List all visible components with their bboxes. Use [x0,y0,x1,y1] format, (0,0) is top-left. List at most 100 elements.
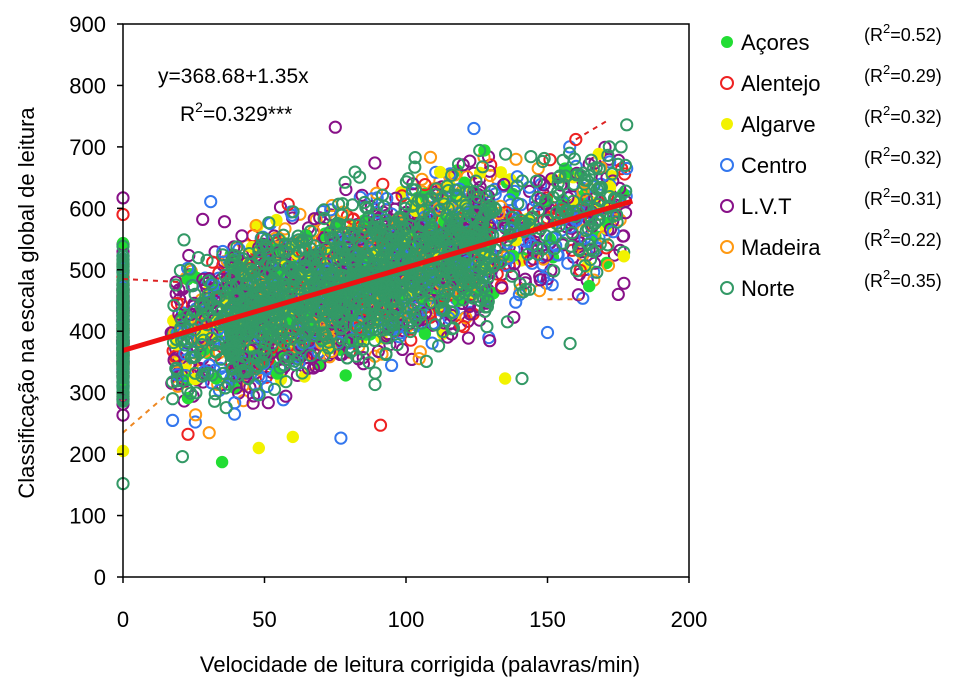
data-point-norte [216,248,230,262]
data-point-norte [441,201,455,215]
x-tick-label: 50 [252,607,276,632]
legend-r2: (R2=0.31) [864,185,942,209]
data-point-lvt [483,334,497,348]
data-point-norte [522,282,537,296]
data-point-centro [425,336,439,350]
data-point-norte [180,334,194,349]
data-point-norte [529,174,544,188]
data-point-norte [335,243,350,257]
legend-marker [720,199,734,213]
data-point-madeira [278,222,292,236]
y-tick-label: 900 [69,12,106,37]
data-point-lvt [273,200,288,214]
data-point-norte [408,183,422,197]
data-point-norte [607,209,621,223]
data-point-norte [348,165,362,179]
data-point-norte [505,269,519,283]
data-point-alentejo [404,333,418,347]
data-point-norte [225,255,239,269]
data-point-norte [619,184,633,198]
data-point-norte [296,318,310,332]
data-point-norte [432,339,446,353]
y-tick-label: 500 [69,258,106,283]
data-point-norte [462,273,476,287]
data-point-norte [205,277,219,291]
data-point-alentejo [543,153,557,167]
legend-marker [721,118,733,130]
data-point-norte [601,238,615,252]
data-point-norte [364,301,378,316]
data-point-norte [352,218,366,233]
data-point-norte [558,205,572,219]
data-point-norte [323,270,337,284]
data-point-norte [570,264,584,278]
data-point-norte [230,240,244,254]
y-tick-label: 600 [69,196,106,221]
data-point-norte [594,180,609,194]
data-point-norte [446,268,460,282]
data-point-norte [397,236,411,251]
data-point-norte [553,169,567,183]
data-point-norte [419,240,433,254]
data-point-norte [378,244,393,258]
data-point-norte [433,295,447,309]
data-point-norte [413,286,427,300]
data-point-norte [572,242,586,256]
data-point-norte [300,234,314,248]
data-point-norte [175,450,189,464]
data-point-norte [368,377,382,392]
data-point-norte [387,316,401,330]
data-point-norte [424,263,438,277]
data-point-norte [165,375,179,389]
data-point-norte [428,318,442,332]
data-point-algarve [434,165,447,179]
legend-item: Algarve (R2=0.32) [721,103,942,137]
data-point-norte [601,148,615,162]
data-point-norte [322,246,336,260]
data-point-lvt [495,281,509,295]
data-point-norte [585,242,599,256]
data-point-madeira [509,152,523,166]
data-point-norte [532,203,546,217]
data-point-norte [304,348,318,363]
data-point-alentejo [418,178,432,192]
y-tick-label: 100 [69,504,106,529]
data-point-alentejo [206,255,220,269]
data-point-norte [424,190,438,204]
data-point-norte [373,220,387,235]
data-point-norte [563,336,577,351]
data-point-norte [357,334,371,348]
data-point-norte [451,157,466,171]
x-tick-label: 150 [529,607,566,632]
data-point-norte [267,382,282,396]
data-point-norte [487,257,501,271]
data-point-norte [442,261,456,275]
data-point-lvt [217,215,232,229]
data-point-norte [476,160,490,174]
data-point-lvt [182,248,196,263]
data-point-lvt [339,182,353,197]
data-point-norte [514,216,528,230]
data-point-norte [237,283,251,297]
data-point-norte [271,244,285,258]
data-point-centro [212,383,226,397]
data-point-lvt [497,177,511,192]
legend-label: Centro [741,153,807,178]
data-point-lvt [456,158,470,172]
legend-label: Norte [741,276,795,301]
legend-item: Alentejo (R2=0.29) [720,62,942,96]
data-point-norte [279,353,293,367]
data-point-norte [240,277,254,291]
data-point-centro [540,325,555,340]
data-point-lvt [279,389,293,403]
data-point-aores [418,327,432,340]
x-axis-title: Velocidade de leitura corrigida (palavra… [200,652,640,677]
data-point-norte [390,338,404,352]
data-point-norte [370,228,385,242]
data-point-norte [276,228,290,242]
data-point-norte [345,198,360,212]
data-point-norte [602,140,616,154]
data-point-lvt [523,184,537,198]
data-point-norte [590,265,604,279]
